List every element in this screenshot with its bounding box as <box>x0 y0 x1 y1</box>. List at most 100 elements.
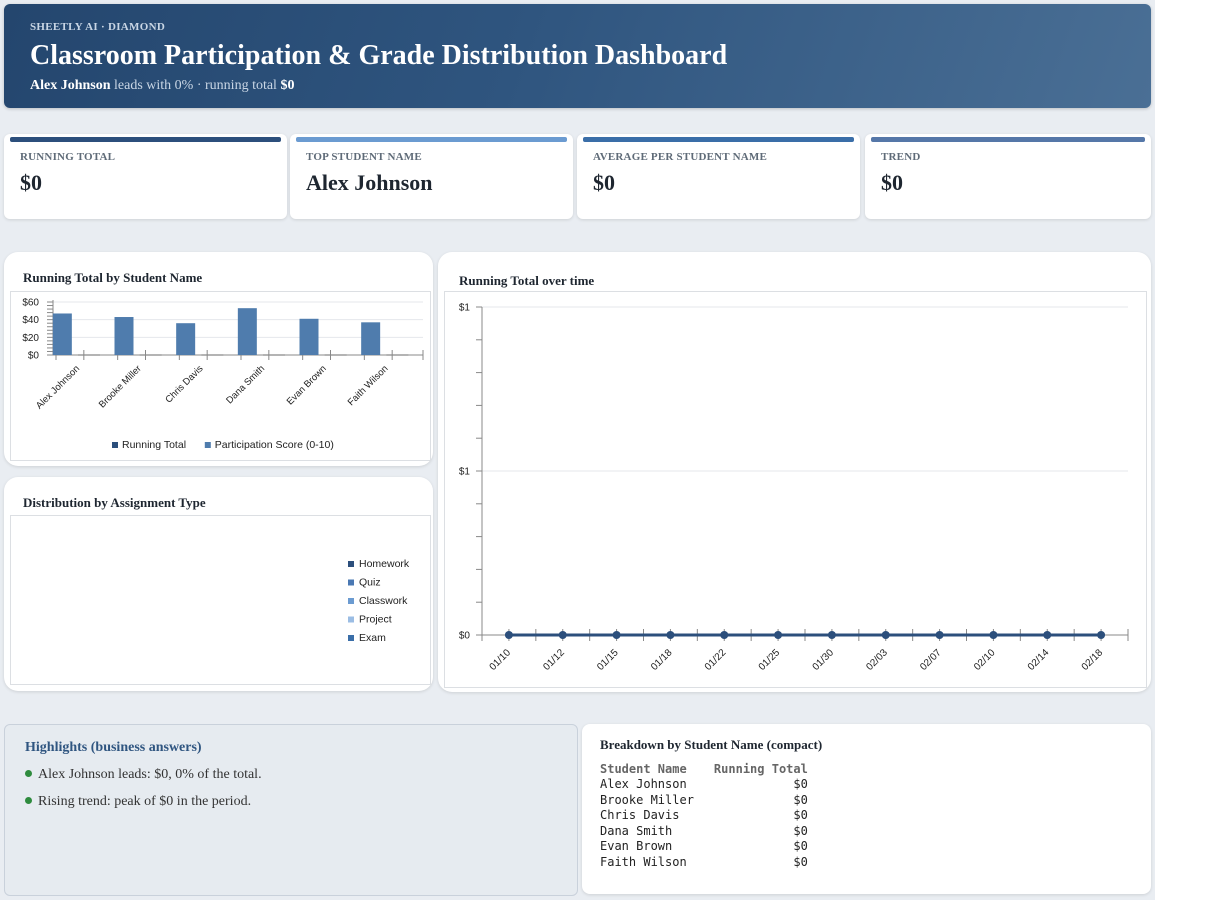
kpi-accent-bar <box>296 137 567 142</box>
legend-swatch <box>348 561 354 567</box>
x-tick-label: 02/10 <box>972 647 998 673</box>
breakdown-title: Breakdown by Student Name (compact) <box>600 737 823 752</box>
total-cell: $0 <box>793 808 808 822</box>
kpi-accent-bar <box>10 137 281 142</box>
x-tick-label: 01/10 <box>488 647 514 673</box>
bar-chart-title: Running Total by Student Name <box>23 270 203 285</box>
kpi-card-average: AVERAGE PER STUDENT NAME $0 <box>577 134 860 219</box>
table-header-row: Student Name Running Total <box>600 762 808 777</box>
total-cell: $0 <box>793 839 808 853</box>
legend-label: Classwork <box>359 595 408 607</box>
student-name-cell: Brooke Miller <box>600 792 694 807</box>
student-name-cell: Evan Brown <box>600 839 673 853</box>
table-row: Chris Davis $0 <box>600 808 808 824</box>
y-tick-label: $1 <box>459 467 471 478</box>
breakdown-panel: Breakdown by Student Name (compact) Stud… <box>582 724 1151 894</box>
dashboard-canvas: SHEETLY AI · DIAMOND Classroom Participa… <box>0 0 1155 900</box>
distribution-card: Distribution by Assignment Type Homework… <box>4 477 433 691</box>
header-summary: Alex Johnson leads with 0% · running tot… <box>30 78 294 94</box>
x-tick-label: 02/14 <box>1026 647 1052 673</box>
x-tick-label: Dana Smith <box>224 363 267 406</box>
bullet-dot-icon <box>25 770 32 777</box>
legend-label: Running Total <box>122 439 186 451</box>
y-tick-label: $0 <box>459 631 471 642</box>
y-tick-label: $60 <box>22 298 39 309</box>
bar-chart: $0 $20 $40 $60 Alex Johnson Brooke Miller Chri… <box>22 298 424 451</box>
x-tick-label: 01/22 <box>703 647 729 673</box>
column-header-total: Running Total <box>713 762 808 776</box>
kpi-value: $0 <box>881 170 903 195</box>
x-tick-label: 01/25 <box>757 647 783 673</box>
data-point <box>720 631 729 639</box>
x-tick-label: 01/15 <box>595 647 621 673</box>
legend-label: Project <box>359 614 392 626</box>
kpi-value: $0 <box>593 170 615 195</box>
data-point <box>504 631 513 639</box>
kpi-label: TOP STUDENT NAME <box>306 151 422 163</box>
brand-label: SHEETLY AI · DIAMOND <box>30 21 166 33</box>
legend-label: Homework <box>359 558 410 570</box>
leader-name: Alex Johnson <box>30 78 111 93</box>
bullet-dot-icon <box>25 797 32 804</box>
kpi-card-running-total: RUNNING TOTAL $0 <box>4 134 287 219</box>
highlights-list: Alex Johnson leads: $0, 0% of the total.… <box>25 767 262 821</box>
kpi-card-top-student: TOP STUDENT NAME Alex Johnson <box>290 134 573 219</box>
total-cell: $0 <box>793 777 808 791</box>
x-tick-label: 02/07 <box>918 647 944 673</box>
data-point <box>1097 631 1106 639</box>
bar-chart-card: Running Total by Student Name $0 $20 $40 $6… <box>4 252 433 466</box>
data-point <box>612 631 621 639</box>
table-row: Brooke Miller $0 <box>600 793 808 809</box>
table-row: Faith Wilson $0 <box>600 855 808 871</box>
summary-text: leads with 0% · running total <box>114 78 277 93</box>
student-name-cell: Alex Johnson <box>600 777 687 791</box>
kpi-value: $0 <box>20 170 42 195</box>
total-cell: $0 <box>793 823 808 838</box>
table-row: Alex Johnson $0 <box>600 777 808 793</box>
y-tick-label: $1 <box>459 303 471 314</box>
data-point <box>881 631 890 639</box>
participation-bar <box>114 317 134 355</box>
highlight-item: Rising trend: peak of $0 in the period. <box>25 794 262 810</box>
x-tick-label: 02/03 <box>864 647 890 673</box>
summary-total: $0 <box>280 78 295 93</box>
data-point <box>935 631 944 639</box>
x-tick-label: 01/18 <box>649 647 675 673</box>
legend-label: Exam <box>359 632 386 644</box>
kpi-label: AVERAGE PER STUDENT NAME <box>593 151 768 163</box>
x-tick-label: Brooke Miller <box>97 363 144 410</box>
x-tick-label: 02/18 <box>1080 647 1106 673</box>
data-point <box>774 631 783 639</box>
line-chart-card: Running Total over time $1 $1 $0 01/10 01/12… <box>438 252 1151 692</box>
data-point <box>1043 631 1052 639</box>
student-name-cell: Dana Smith <box>600 823 673 838</box>
legend-swatch <box>348 616 354 623</box>
student-name-cell: Chris Davis <box>600 808 680 822</box>
legend-swatch <box>204 442 211 448</box>
kpi-card-trend: TREND $0 <box>865 134 1151 219</box>
bar-chart-frame: $0 $20 $40 $60 Alex Johnson Brooke Miller Chri… <box>10 291 431 461</box>
table-row: Dana Smith $0 <box>600 824 808 840</box>
x-tick-label: Chris Davis <box>163 363 205 405</box>
participation-bar <box>52 313 72 355</box>
data-point <box>558 631 567 639</box>
kpi-accent-bar <box>871 137 1145 142</box>
line-chart-frame: $1 $1 $0 01/10 01/12 01/15 01/18 01/22 01/25 01/3… <box>444 291 1147 688</box>
distribution-frame: Homework Quiz Classwork Project Exam <box>10 515 431 685</box>
student-name-cell: Faith Wilson <box>600 854 687 869</box>
page-title: Classroom Participation & Grade Distribu… <box>30 40 728 71</box>
y-tick-label: $0 <box>28 351 40 362</box>
x-tick-label: 01/30 <box>811 647 837 673</box>
legend-label: Participation Score (0-10) <box>215 439 334 451</box>
data-point <box>666 631 675 639</box>
kpi-label: TREND <box>881 151 921 163</box>
y-tick-label: $40 <box>22 315 39 326</box>
line-chart: $1 $1 $0 01/10 01/12 01/15 01/18 01/22 01/25 01/3… <box>459 303 1129 673</box>
highlights-panel: Highlights (business answers) Alex Johns… <box>4 724 578 896</box>
participation-bar <box>299 318 319 355</box>
dashboard-header: SHEETLY AI · DIAMOND Classroom Participa… <box>4 4 1151 108</box>
legend-swatch <box>348 635 354 641</box>
x-tick-label: 01/12 <box>541 647 567 673</box>
y-tick-label: $20 <box>22 333 39 344</box>
x-tick-label: Alex Johnson <box>34 363 82 411</box>
